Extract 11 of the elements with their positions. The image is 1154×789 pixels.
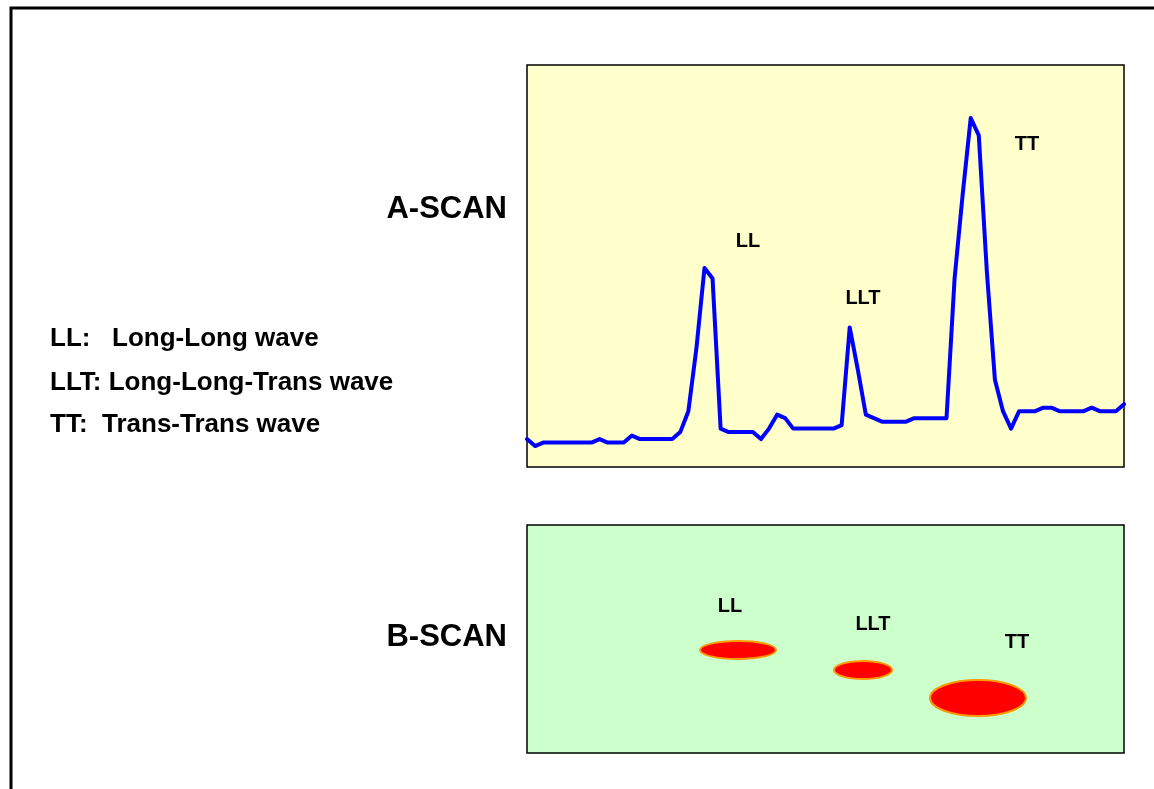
annotation: TT <box>1014 132 1040 154</box>
text: TT: Trans-Trans wave <box>50 408 321 438</box>
annotation: LL <box>735 229 761 251</box>
text: A-SCAN <box>386 190 507 225</box>
text: TT <box>1004 630 1030 652</box>
text: LLT: Long-Long-Trans wave <box>50 366 394 396</box>
text: LLT <box>855 612 891 634</box>
text: LL: Long-Long wave <box>50 322 319 352</box>
text: LL <box>717 594 743 616</box>
text: B-SCAN <box>386 618 507 653</box>
annotation: LLT <box>845 286 881 308</box>
